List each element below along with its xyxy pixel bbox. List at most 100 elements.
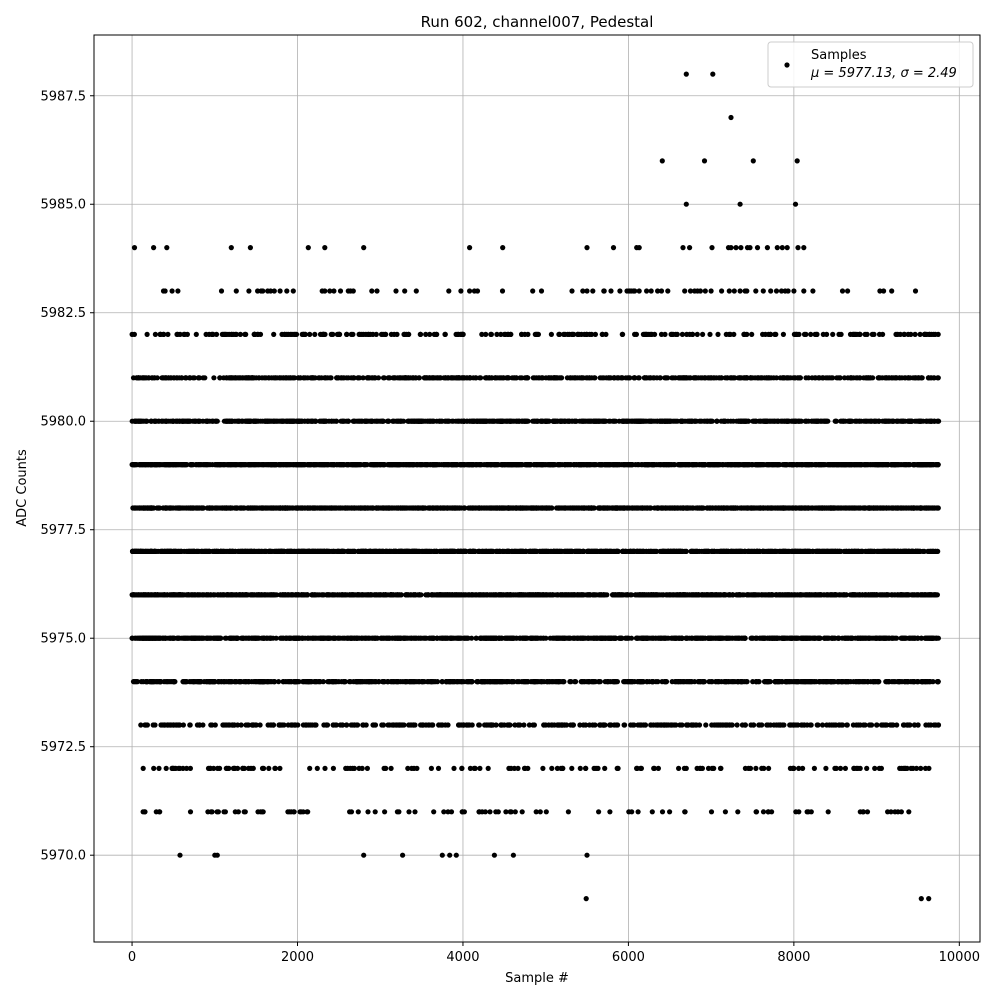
data-point [304,505,310,511]
data-point [430,505,436,511]
data-point [849,418,855,424]
data-point [248,548,254,555]
data-point [799,462,805,468]
data-point [715,462,721,468]
data-point [835,548,842,555]
data-point [755,548,761,555]
data-point [283,462,289,468]
data-point [193,462,199,468]
data-point [221,548,227,555]
data-point [316,548,322,555]
data-point [307,462,313,468]
data-point [373,548,379,555]
data-point [278,548,285,555]
data-point [851,505,857,511]
data-point [149,418,155,424]
data-point [876,418,882,424]
data-point [562,462,568,468]
data-point [434,418,440,424]
data-point [748,548,754,555]
data-point [905,462,911,468]
data-point [708,418,715,424]
data-point [678,418,684,424]
data-point [709,548,715,555]
data-point [611,418,617,424]
data-point [137,505,143,511]
data-point [683,505,689,511]
data-point [621,462,627,468]
data-point [455,462,461,468]
data-point [632,462,639,468]
data-point [859,548,866,555]
data-point [247,418,253,424]
data-point [486,505,493,511]
data-point [319,418,325,424]
data-point [772,548,778,555]
data-point [586,505,592,511]
data-point [539,548,546,555]
data-point [885,462,891,468]
data-point [506,548,512,555]
data-point [323,505,329,511]
data-point [841,462,848,468]
data-point [842,418,849,424]
data-point [508,418,514,424]
data-point [654,505,661,511]
data-point [856,418,862,424]
data-point [641,418,647,424]
data-point [433,548,439,555]
data-point [357,418,363,424]
data-point [924,418,930,424]
data-point [740,505,747,511]
data-point [690,462,696,468]
data-point [584,462,590,468]
data-point [157,548,164,555]
data-point [374,505,380,511]
data-point [767,505,773,511]
data-point [289,548,295,555]
data-point [773,505,779,511]
data-point [606,418,612,424]
data-point [422,462,428,468]
data-point [932,548,938,555]
data-point [386,548,393,555]
data-point [621,505,627,511]
data-point [630,548,636,555]
data-point [924,505,930,511]
data-point [798,418,805,424]
data-point [469,548,475,555]
data-point [555,548,561,555]
data-point [797,505,803,511]
data-point [538,418,545,424]
data-point [819,418,825,424]
data-point [564,548,570,555]
data-point [345,418,351,424]
data-point [857,505,863,511]
data-point [210,418,216,424]
data-point [709,462,716,468]
data-point [297,505,303,511]
data-point [811,418,817,424]
data-point [792,548,798,555]
data-point [324,548,330,555]
data-point [264,505,270,511]
data-point [654,462,660,468]
data-point [688,548,694,555]
data-point [657,548,663,555]
data-point [374,418,380,424]
data-point [508,462,514,468]
data-point [574,462,580,468]
data-point [328,505,334,511]
data-point [808,505,814,511]
data-point [603,462,609,468]
data-point [917,462,923,468]
data-point [310,505,316,511]
data-point [165,548,171,555]
data-point [268,462,274,468]
data-point [489,418,495,424]
data-point [378,418,384,424]
data-point [167,505,173,511]
data-point [397,462,403,468]
data-point [195,505,201,511]
